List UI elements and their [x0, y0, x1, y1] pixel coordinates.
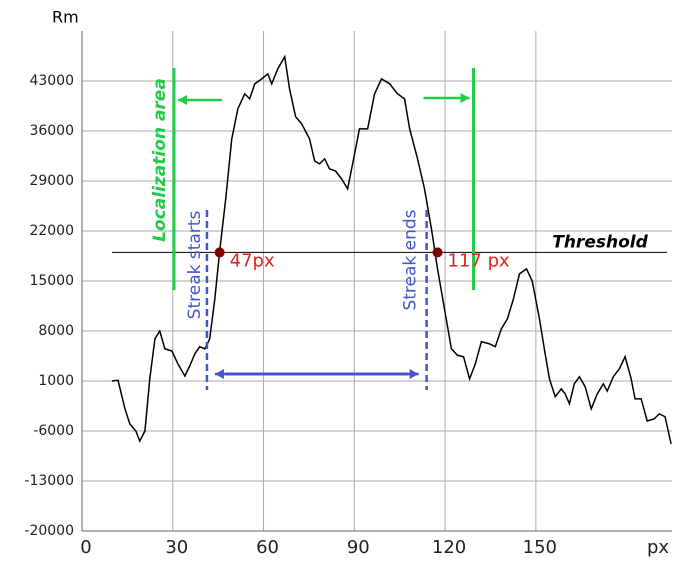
x-tick-label: 90 [347, 537, 370, 558]
x-tick-label: 150 [523, 537, 557, 558]
crossing-label: 117 px [448, 250, 511, 271]
y-tick-label: 36000 [29, 123, 74, 139]
localization-label: Localization area [150, 78, 170, 242]
y-tick-label: -13000 [24, 473, 74, 489]
localization-arrow-head [460, 93, 470, 103]
localization-arrow-head [177, 95, 187, 105]
y-tick-label: -6000 [33, 423, 74, 439]
y-axis-label: Rm [52, 8, 79, 27]
data-line [111, 54, 672, 445]
y-tick-label: 29000 [29, 173, 74, 189]
y-tick-label: -20000 [24, 523, 74, 539]
x-axis-label: px [647, 537, 669, 558]
crossing-marker [432, 247, 443, 258]
y-tick-label: 22000 [29, 223, 74, 239]
streak-arrow-head [214, 369, 224, 379]
y-tick-label: 15000 [29, 273, 74, 289]
x-tick-label: 60 [256, 537, 279, 558]
x-tick-label: 0 [80, 537, 91, 558]
y-tick-label: 43000 [29, 73, 74, 89]
streak-start-label: Streak starts [185, 211, 205, 320]
streak-end-label: Streak ends [401, 209, 421, 310]
crossing-marker [214, 247, 225, 258]
streak-arrow-head [409, 369, 419, 379]
crossing-label: 47px [230, 250, 275, 271]
y-tick-label: 1000 [38, 373, 74, 389]
y-tick-label: 8000 [38, 323, 74, 339]
x-tick-label: 120 [432, 537, 466, 558]
threshold-label: Threshold [552, 232, 648, 252]
x-tick-label: 30 [165, 537, 188, 558]
